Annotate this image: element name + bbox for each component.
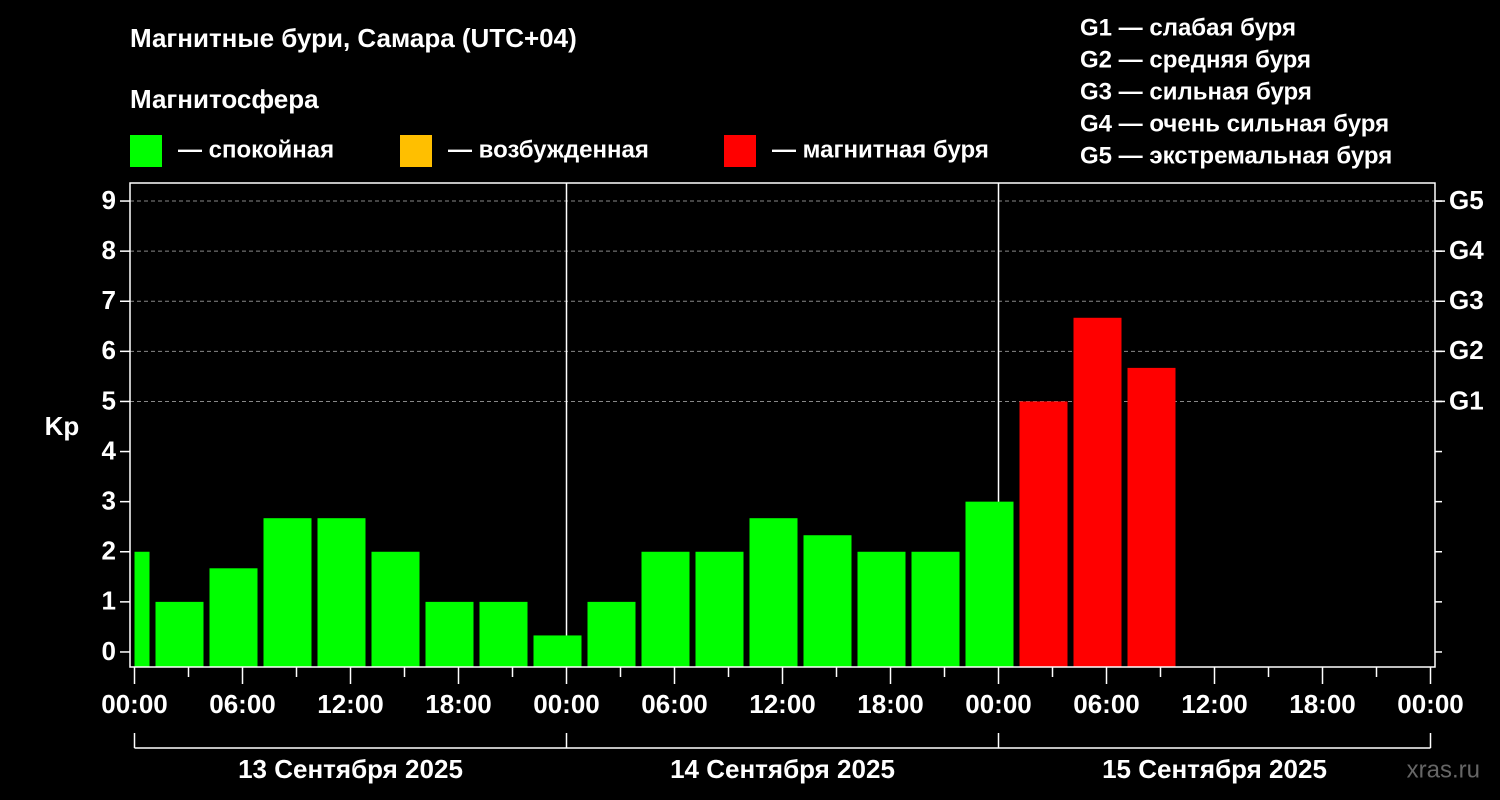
chart-title: Магнитные бури, Самара (UTC+04) xyxy=(130,23,577,53)
x-tick-label: 00:00 xyxy=(533,689,600,719)
legend-label: — магнитная буря xyxy=(772,136,989,163)
bar xyxy=(911,551,960,667)
bar xyxy=(317,518,366,667)
scale-legend-item: G5 — экстремальная буря xyxy=(1080,142,1392,169)
bar xyxy=(587,601,636,667)
x-tick-label: 06:00 xyxy=(641,689,708,719)
bar xyxy=(803,535,852,667)
bar xyxy=(134,551,150,667)
y-tick-label: 1 xyxy=(102,586,116,616)
y-tick-label: 9 xyxy=(102,185,116,215)
bar xyxy=(155,601,204,667)
y2-tick-label: G1 xyxy=(1449,385,1484,415)
y-tick-label: 2 xyxy=(102,536,116,566)
legend-swatch xyxy=(400,135,432,167)
plot-frame xyxy=(129,182,1436,668)
x-tick-label: 00:00 xyxy=(101,689,168,719)
scale-legend-item: G2 — средняя буря xyxy=(1080,46,1311,73)
bar xyxy=(1127,367,1176,667)
x-tick-label: 18:00 xyxy=(857,689,924,719)
legend-swatch xyxy=(130,135,162,167)
scale-legend-item: G1 — слабая буря xyxy=(1080,14,1296,41)
y2-tick-label: G4 xyxy=(1449,235,1484,265)
x-tick-label: 18:00 xyxy=(425,689,492,719)
x-tick-label: 06:00 xyxy=(209,689,276,719)
bar xyxy=(749,518,798,667)
y-axis-label: Kp xyxy=(45,411,80,441)
day-label: 14 Сентября 2025 xyxy=(670,754,895,784)
watermark: xras.ru xyxy=(1407,756,1480,783)
chart-subtitle: Магнитосфера xyxy=(130,84,319,114)
day-label: 13 Сентября 2025 xyxy=(238,754,463,784)
x-tick-label: 00:00 xyxy=(1397,689,1464,719)
legend-label: — возбужденная xyxy=(448,136,649,163)
bar xyxy=(965,501,1014,667)
x-tick-label: 12:00 xyxy=(749,689,816,719)
bar xyxy=(1073,317,1122,667)
y-tick-label: 0 xyxy=(102,636,116,666)
y-tick-label: 5 xyxy=(102,385,116,415)
y2-tick-label: G5 xyxy=(1449,185,1484,215)
x-tick-label: 00:00 xyxy=(965,689,1032,719)
x-tick-label: 12:00 xyxy=(1181,689,1248,719)
scale-legend-item: G3 — сильная буря xyxy=(1080,78,1312,105)
y2-tick-label: G2 xyxy=(1449,335,1484,365)
bar xyxy=(371,551,420,667)
x-tick-label: 18:00 xyxy=(1289,689,1356,719)
bar xyxy=(425,601,474,667)
bar xyxy=(263,518,312,667)
bar xyxy=(533,635,582,667)
y-tick-label: 7 xyxy=(102,285,116,315)
legend-label: — спокойная xyxy=(178,136,334,163)
bar xyxy=(209,568,258,667)
day-label: 15 Сентября 2025 xyxy=(1102,754,1327,784)
y-tick-label: 4 xyxy=(102,435,117,465)
x-tick-label: 12:00 xyxy=(317,689,384,719)
bar xyxy=(479,601,528,667)
y2-tick-label: G3 xyxy=(1449,285,1484,315)
bar xyxy=(857,551,906,667)
bar xyxy=(641,551,690,667)
bar xyxy=(1019,401,1068,667)
y-tick-label: 6 xyxy=(102,335,116,365)
x-tick-label: 06:00 xyxy=(1073,689,1140,719)
legend-swatch xyxy=(724,135,756,167)
y-tick-label: 3 xyxy=(102,486,116,516)
y-tick-label: 8 xyxy=(102,235,116,265)
bar xyxy=(695,551,744,667)
scale-legend-item: G4 — очень сильная буря xyxy=(1080,110,1389,137)
